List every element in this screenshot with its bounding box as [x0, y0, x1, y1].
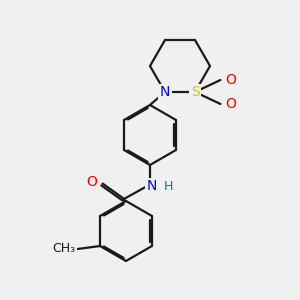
Text: N: N — [160, 85, 170, 99]
Text: N: N — [146, 179, 157, 193]
Text: S: S — [190, 85, 200, 99]
Text: O: O — [226, 73, 236, 87]
Text: CH₃: CH₃ — [52, 242, 76, 256]
Text: O: O — [86, 175, 97, 188]
Text: O: O — [226, 97, 236, 111]
Text: H: H — [163, 179, 173, 193]
